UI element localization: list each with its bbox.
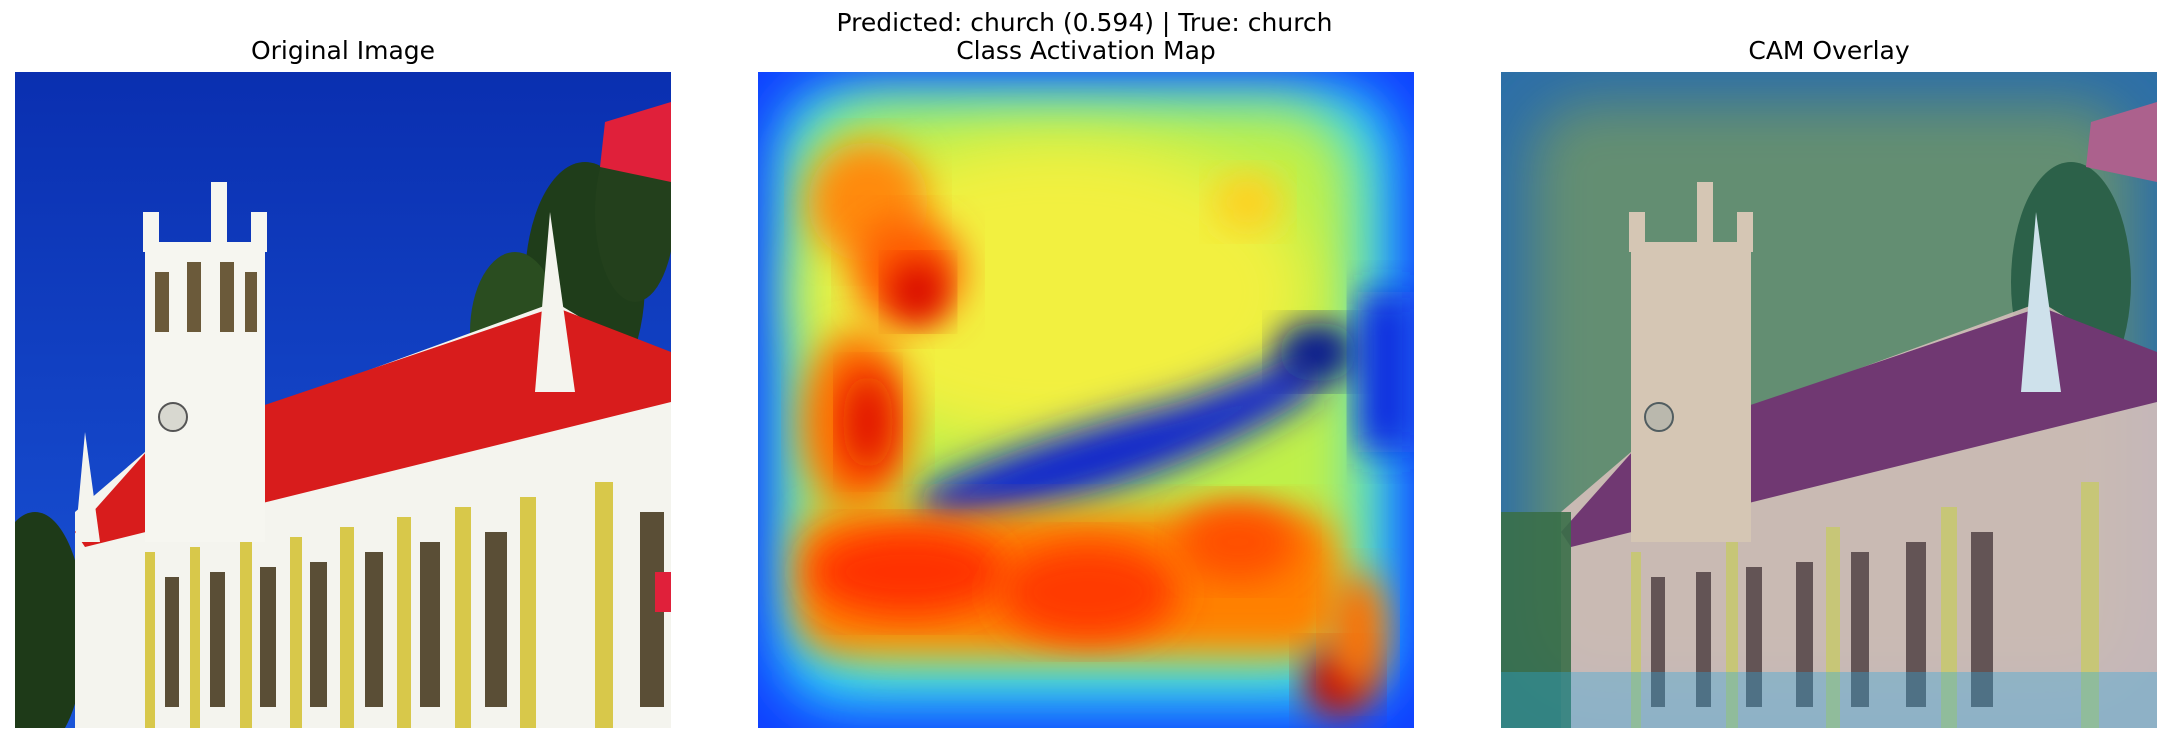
cam-overlay <box>1501 72 2157 728</box>
panel-title-cam: Class Activation Map <box>956 36 1216 65</box>
heatmap-field <box>758 72 1414 728</box>
figure-suptitle: Predicted: church (0.594) | True: church <box>836 8 1333 37</box>
church-scene <box>15 72 671 728</box>
class-activation-map <box>758 72 1414 728</box>
panel-title-original: Original Image <box>250 36 436 65</box>
panel-title-overlay: CAM Overlay <box>1748 36 1910 65</box>
original-image <box>15 72 671 728</box>
overlay-scene <box>1501 72 2157 728</box>
